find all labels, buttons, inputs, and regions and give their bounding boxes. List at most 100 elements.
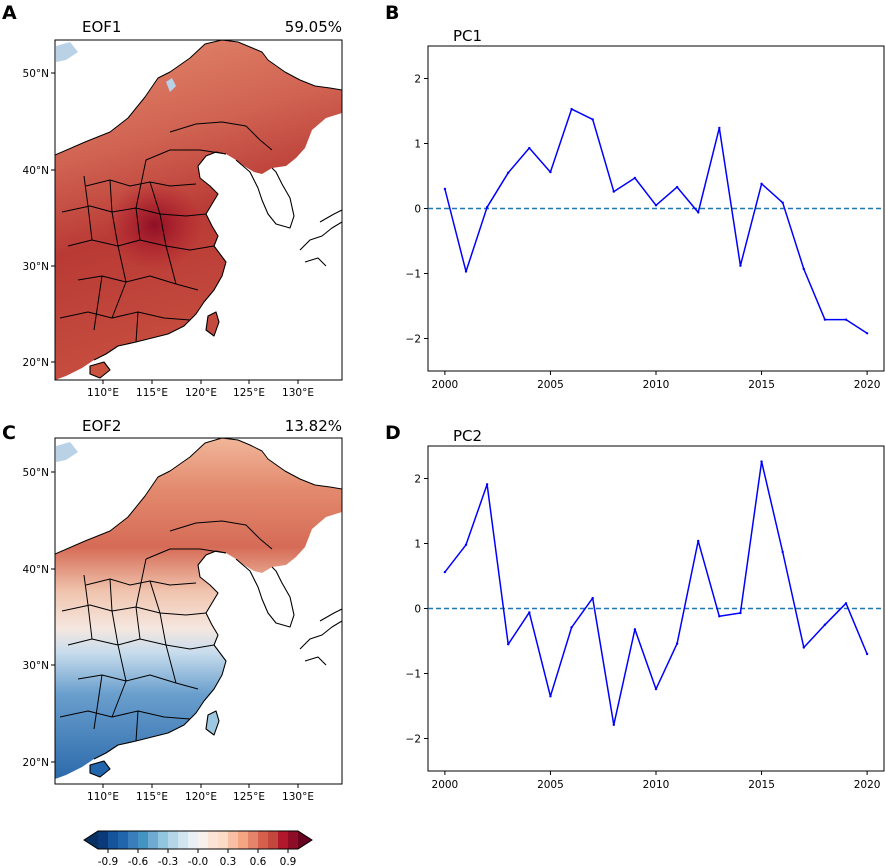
x-tick-label: 2020: [854, 379, 881, 391]
x-tick-label: 2020: [854, 779, 881, 791]
x-tick-label: 2000: [432, 379, 459, 391]
colorbar-outline: [83, 830, 313, 850]
pc-point: [612, 723, 615, 727]
eof1-title: EOF1: [82, 18, 121, 36]
colorbar-tick-label: 0.3: [220, 856, 237, 866]
pc-point: [675, 642, 679, 645]
lon-label: 110°E: [87, 791, 119, 803]
x-tick-label: 2010: [643, 779, 670, 791]
pc-point: [485, 206, 489, 209]
y-tick-label: 0: [414, 604, 421, 616]
eof2-field: [55, 438, 342, 779]
pc-point: [549, 170, 552, 174]
lat-label: 30°N: [23, 660, 49, 672]
lake-a: [56, 42, 78, 62]
eof2-variance: 13.82%: [285, 417, 342, 435]
pc-point: [844, 318, 848, 321]
lat-label: 50°N: [23, 68, 49, 80]
pc-point: [760, 460, 763, 463]
y-tick-label: −2: [406, 734, 421, 746]
pc-point: [591, 118, 594, 121]
eof1-core: [80, 160, 216, 290]
colorbar-swatch: [208, 831, 219, 849]
panel-letter-b: B: [385, 2, 399, 24]
eof2-map: [55, 438, 342, 779]
pc-point: [549, 695, 552, 698]
pc-point: [633, 628, 637, 631]
x-tick-label: 2015: [748, 779, 775, 791]
colorbar-tick-label: 0.6: [250, 856, 267, 866]
colorbar: -0.9 -0.6 -0.3 -0.0 0.3 0.6 0.9: [83, 830, 313, 866]
lon-label: 120°E: [185, 791, 217, 803]
colorbar-swatch: [148, 831, 159, 849]
pc-point: [739, 611, 742, 615]
pc-point: [675, 185, 679, 189]
pc-point: [739, 264, 742, 267]
eof1-frame: [54, 39, 343, 381]
lon-label: 115°E: [136, 387, 168, 399]
pc-point: [781, 201, 784, 204]
pc-point: [507, 171, 510, 174]
pc-point: [781, 550, 784, 554]
lon-label: 115°E: [136, 791, 168, 803]
y-tick-label: −1: [406, 269, 421, 281]
colorbar-swatch: [98, 831, 109, 849]
lat-label: 30°N: [23, 261, 49, 273]
pc-point: [654, 204, 658, 207]
lat-label: 40°N: [23, 564, 49, 576]
pc-point: [464, 543, 468, 546]
colorbar-swatch: [188, 831, 199, 849]
x-tick-label: 2010: [643, 379, 670, 391]
eof2-title: EOF2: [82, 417, 121, 435]
pc-point: [654, 687, 658, 691]
y-tick-label: 1: [414, 139, 421, 151]
panel-d: D PC2 2 1 0 −1 −2 2000 2005 2010 2015 2020: [385, 422, 885, 791]
y-tick-label: −1: [406, 669, 421, 681]
colorbar-swatch: [198, 831, 209, 849]
colorbar-swatch: [228, 831, 239, 849]
colorbar-swatch: [108, 831, 119, 849]
korea-c: [235, 558, 295, 628]
lat-label: 40°N: [23, 165, 49, 177]
colorbar-swatch: [158, 831, 169, 849]
colorbar-swatch: [278, 831, 289, 849]
pc-point: [443, 187, 447, 191]
colorbar-low-extend: [84, 831, 98, 849]
colorbar-swatch: [118, 831, 129, 849]
pc-point: [760, 182, 763, 185]
pc-point: [865, 652, 869, 656]
panel-c: C EOF2 13.82% 50°N 40°N 30°N 20°N 110°E 115°E…: [2, 417, 343, 803]
colorbar-swatch: [178, 831, 189, 849]
colorbar-swatch: [138, 831, 149, 849]
pc-point: [591, 596, 594, 600]
panel-a: A EOF1 59.05% 50°N 40°N 30°N 20°N 110°E 115°E…: [2, 2, 343, 399]
pc2-title: PC2: [453, 427, 482, 445]
y-tick-label: 0: [414, 204, 421, 216]
colorbar-tick-label: 0.9: [280, 856, 297, 866]
taiwan-coast-a: [205, 311, 220, 337]
panel-b: B PC1 2 1 0 −1 −2 2000 2005 2010 2015 2020: [385, 2, 885, 391]
hainan-coast-c: [89, 760, 111, 778]
x-tick-label: 2000: [432, 779, 459, 791]
eof2-axes: 50°N 40°N 30°N 20°N 110°E 115°E 120°E 125°E 130°…: [23, 467, 314, 803]
colorbar-swatch: [238, 831, 249, 849]
pc-point: [507, 643, 510, 646]
colorbar-swatch: [258, 831, 269, 849]
pc-point: [844, 602, 848, 605]
panel-letter-a: A: [2, 2, 17, 24]
pc-point: [697, 211, 700, 214]
colorbar-swatch: [248, 831, 259, 849]
pc-point: [718, 615, 721, 618]
pc-point: [802, 267, 805, 271]
japan-c: [299, 608, 342, 666]
lat-label: 50°N: [23, 467, 49, 479]
y-tick-label: 1: [414, 539, 421, 551]
colorbar-high-extend: [298, 831, 312, 849]
eof2-frame: [54, 437, 343, 785]
pc-point: [802, 646, 805, 649]
pc2-chart: 2 1 0 −1 −2 2000 2005 2010 2015 2020: [406, 445, 885, 791]
colorbar-swatch: [128, 831, 139, 849]
taiwan-coast-c: [205, 710, 220, 736]
korea-a: [235, 159, 295, 229]
